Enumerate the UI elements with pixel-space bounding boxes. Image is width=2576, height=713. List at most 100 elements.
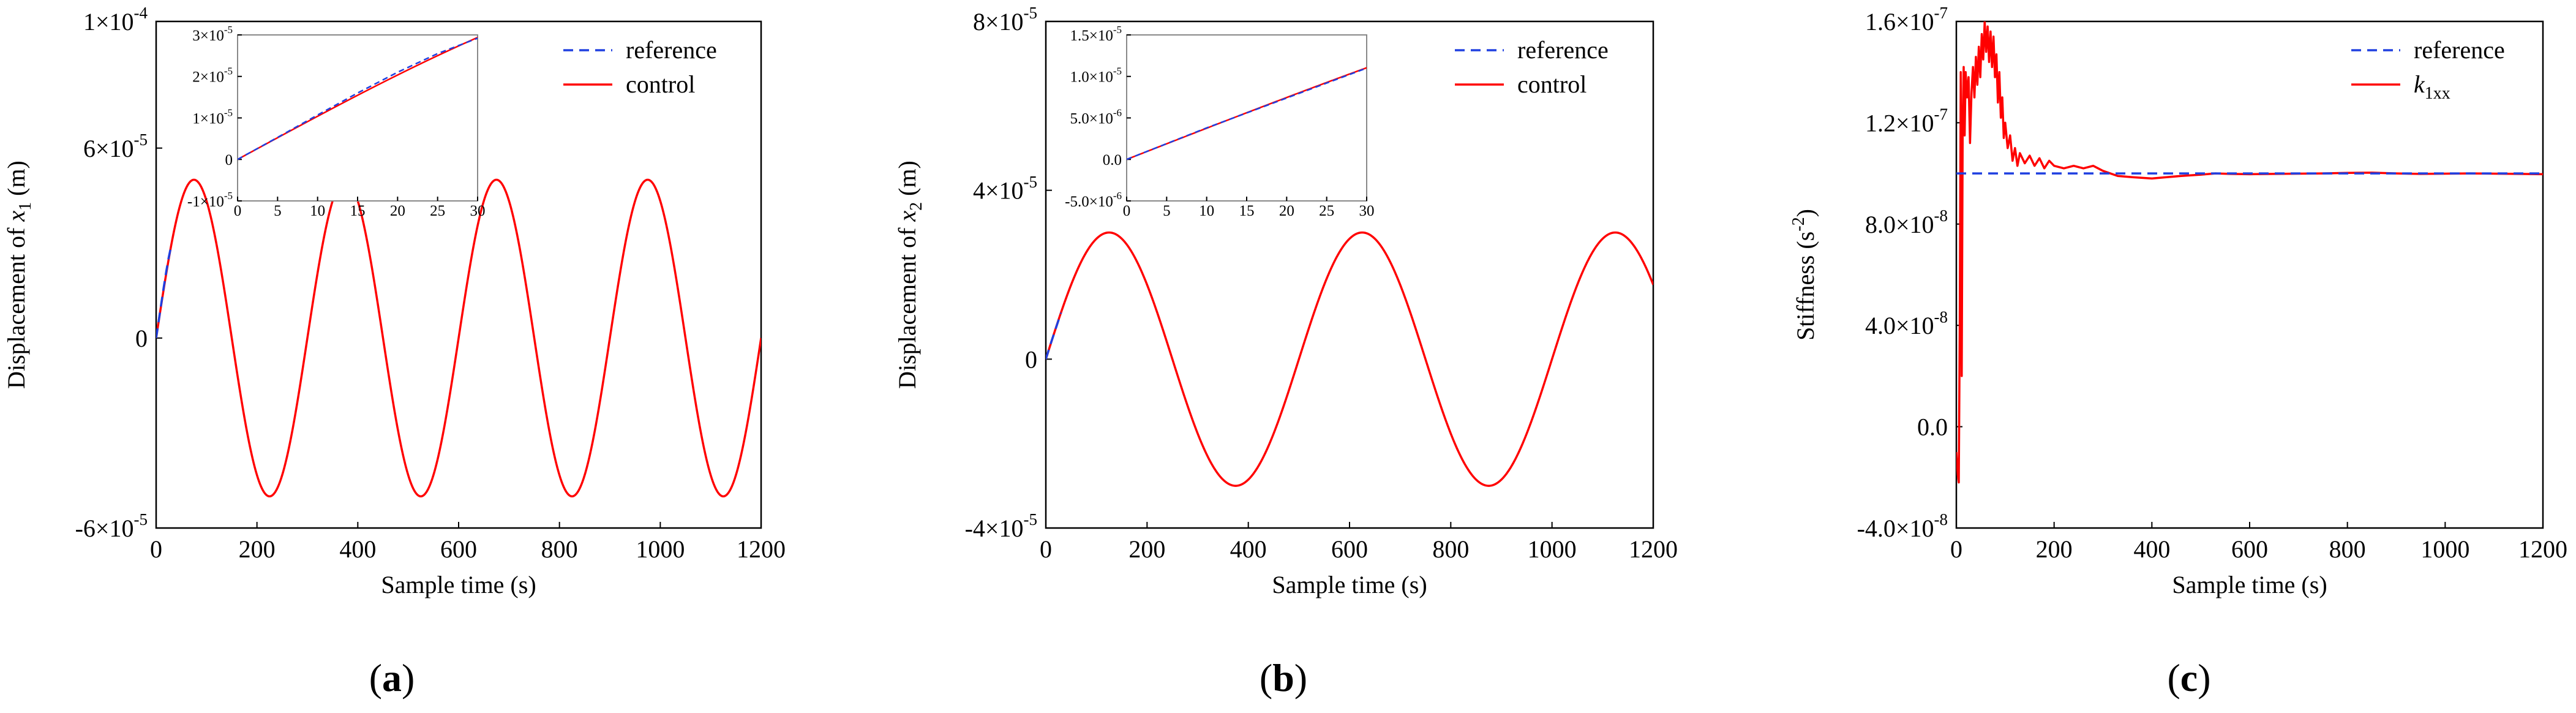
x-tick-label: 600 — [440, 535, 477, 563]
legend-label-0: reference — [626, 36, 717, 64]
legend-label-1: k1xx — [2414, 70, 2450, 103]
inset-x-tick-label: 0 — [1123, 203, 1131, 219]
panel-letter-bold: a — [382, 656, 402, 700]
inset-x-tick-label: 30 — [1359, 203, 1375, 219]
inset-x-tick-label: 25 — [430, 203, 445, 219]
inset-y-tick-label: 0.0 — [1103, 152, 1122, 168]
inset-plot-frame — [1126, 34, 1367, 202]
y-tick-label: 0.0 — [1917, 413, 1948, 441]
plot-frame — [1955, 20, 2544, 529]
legend-label-text: reference — [2414, 36, 2505, 64]
x-tick-label: 600 — [1331, 535, 1368, 563]
y-tick-label-mantissa: 0 — [1025, 345, 1037, 373]
y-tick-label-mantissa: 1.2×10 — [1865, 109, 1934, 137]
y-tick-label: 1.6×10-7 — [1865, 4, 1948, 36]
y-tick-label-mantissa: 4.0×10 — [1865, 312, 1934, 339]
y-tick-label: -4×10-5 — [965, 510, 1037, 542]
y-tick-label: 8.0×10-8 — [1865, 206, 1948, 238]
inset-y-tick-label-exponent: -5 — [1113, 66, 1122, 77]
series-line-reference — [156, 245, 173, 339]
inset-chart: 0 5 10 15 20 25 30-5.0×10-60.05.0×10-61.0×10-5… — [1065, 24, 1374, 219]
x-axis-title: Sample time (s) — [2172, 571, 2327, 598]
inset-x-tick-label: 15 — [1239, 203, 1255, 219]
y-tick-label-mantissa: 1×10 — [83, 8, 134, 36]
y-tick-label-exponent: -7 — [1934, 105, 1948, 124]
y-axis-title-subscript: 2 — [907, 202, 926, 211]
inset-y-tick-label-mantissa: -5.0×10 — [1065, 194, 1113, 210]
series-line-control — [156, 178, 761, 498]
panel-letter-bold: c — [2180, 656, 2198, 700]
inset-plot-frame — [237, 34, 478, 202]
y-tick-label-mantissa: 6×10 — [83, 135, 134, 162]
x-tick-label: 800 — [541, 535, 578, 563]
inset-y-tick-label-exponent: -5 — [224, 107, 233, 118]
legend-label-0: reference — [2414, 36, 2505, 64]
panel-letter-bold: b — [1272, 656, 1294, 700]
x-axis-title: Sample time (s) — [1272, 571, 1427, 598]
legend-label-1: control — [1517, 70, 1587, 98]
panel-letter-close: ) — [402, 656, 415, 700]
inset-y-tick-label: 1.5×10-5 — [1070, 24, 1122, 44]
y-axis-title-unit: ) — [1792, 209, 1819, 217]
y-tick-label-mantissa: 0 — [135, 325, 148, 352]
x-axis-title: Sample time (s) — [381, 571, 536, 598]
y-tick-label-exponent: -5 — [1024, 173, 1038, 191]
panel-letter-close: ) — [1294, 656, 1307, 700]
y-axis-title-unit: (m) — [893, 160, 921, 202]
series-line-reference — [1046, 312, 1062, 360]
inset-y-tick-label-mantissa: 0 — [225, 152, 233, 168]
y-axis-title-var: x — [2, 211, 30, 222]
inset-x-tick-label: 25 — [1319, 203, 1334, 219]
x-tick-label: 400 — [2133, 535, 2170, 563]
x-tick-label: 800 — [2329, 535, 2366, 563]
legend-label-1: control — [626, 70, 695, 98]
x-tick-label: 1200 — [2518, 535, 2567, 563]
inset-y-tick-label-exponent: -5 — [224, 24, 233, 36]
chart-panel-b: 0 200 400 600 800 1000 1200-4×10-504×10-58×10-… — [893, 4, 1678, 700]
panel-letter-close: ) — [2198, 656, 2210, 700]
y-tick-label-exponent: -5 — [134, 510, 148, 529]
inset-x-tick-label: 10 — [310, 203, 325, 219]
y-tick-label-exponent: -5 — [1024, 4, 1038, 22]
x-tick-label: 1200 — [737, 535, 786, 563]
y-tick-label-mantissa: -6×10 — [75, 515, 134, 542]
x-tick-label: 0 — [150, 535, 162, 563]
y-tick-label: 6×10-5 — [83, 130, 148, 162]
x-tick-label: 800 — [1432, 535, 1469, 563]
x-tick-label: 0 — [1040, 535, 1052, 563]
x-tick-label: 200 — [239, 535, 276, 563]
inset-x-tick-label: 10 — [1199, 203, 1214, 219]
x-tick-label: 1200 — [1629, 535, 1678, 563]
legend-label-text: control — [626, 70, 695, 98]
y-tick-label-mantissa: 0.0 — [1917, 413, 1948, 441]
y-tick-label-mantissa: 8.0×10 — [1865, 211, 1934, 238]
inset-y-tick-label: 3×10-5 — [192, 24, 233, 44]
inset-y-tick-label: -5.0×10-6 — [1065, 190, 1122, 210]
x-tick-label: 1000 — [1528, 535, 1577, 563]
y-tick-label-exponent: -8 — [1934, 307, 1948, 326]
y-tick-label: 1.2×10-7 — [1865, 105, 1948, 137]
panel-letter: (a) — [369, 656, 415, 700]
chart-panel-c: 0 200 400 600 800 1000 1200-4.0×10-80.04.0×10-… — [1789, 4, 2567, 700]
chart-panel-a: 0 200 400 600 800 1000 1200-6×10-506×10-51×10-… — [2, 4, 786, 700]
x-tick-label: 400 — [339, 535, 376, 563]
inset-y-tick-label: 1.0×10-5 — [1070, 66, 1122, 86]
inset-y-tick-label-mantissa: 5.0×10 — [1070, 110, 1113, 127]
y-axis-title: Stiffness (s-2) — [1789, 209, 1819, 341]
y-tick-label: -6×10-5 — [75, 510, 148, 542]
y-axis-title-unit: (m) — [2, 160, 30, 202]
legend-label-0: reference — [1517, 36, 1609, 64]
inset-series-line-control — [238, 36, 478, 160]
inset-y-tick-label-exponent: -6 — [1113, 190, 1122, 202]
y-tick-label-mantissa: -4×10 — [965, 515, 1024, 542]
x-tick-label: 0 — [1950, 535, 1962, 563]
x-tick-label: 1000 — [636, 535, 685, 563]
y-tick-label-exponent: -4 — [134, 4, 148, 22]
y-tick-label-mantissa: -4.0×10 — [1857, 515, 1934, 542]
y-tick-label: 4×10-5 — [973, 173, 1037, 205]
inset-x-tick-label: 15 — [350, 203, 366, 219]
inset-x-tick-label: 5 — [1163, 203, 1171, 219]
inset-y-tick-label: 2×10-5 — [192, 66, 233, 86]
y-tick-label-exponent: -8 — [1934, 206, 1948, 225]
